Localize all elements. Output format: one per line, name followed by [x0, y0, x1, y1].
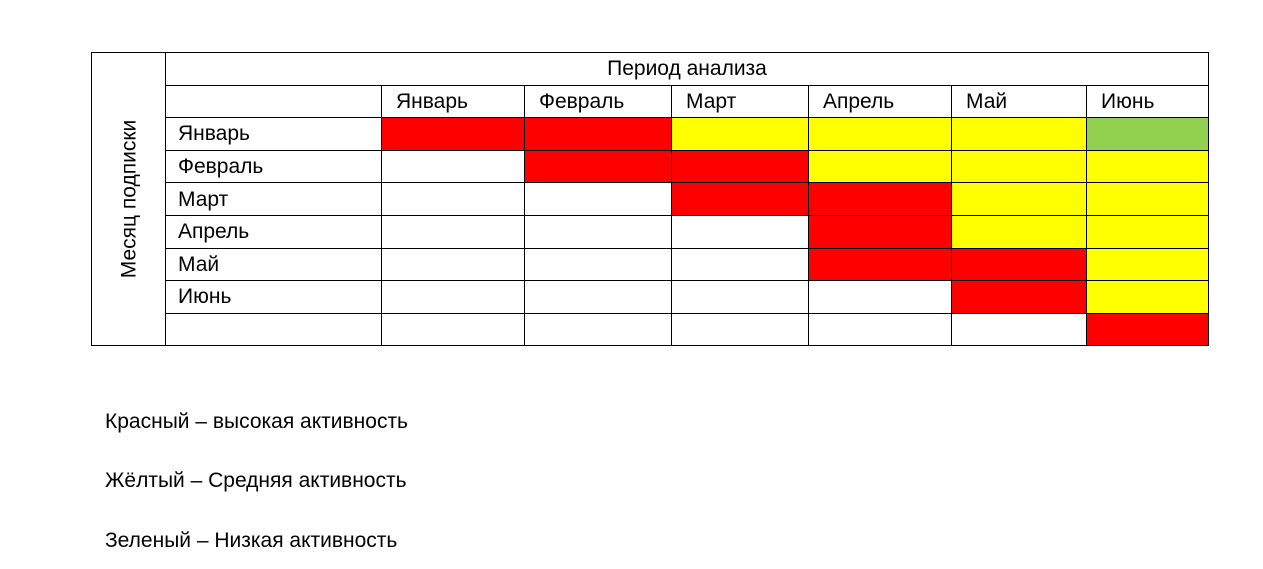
- activity-cell-high: [808, 247, 952, 282]
- activity-cell-medium: [951, 149, 1087, 184]
- activity-cell-none: [381, 312, 525, 347]
- activity-cell-high: [524, 149, 672, 184]
- period-column-header: Февраль: [524, 84, 672, 119]
- period-column-header: Июнь: [1086, 84, 1209, 119]
- activity-cell-none: [524, 247, 672, 282]
- activity-cell-high: [951, 280, 1087, 314]
- period-header-row: Январь Февраль Март Апрель Май Июнь: [92, 84, 1209, 119]
- cohort-row-label: Май: [165, 247, 382, 282]
- activity-cell-medium: [1086, 247, 1209, 282]
- legend-high: Красный – высокая активность: [105, 410, 409, 433]
- activity-cell-high: [951, 247, 1087, 282]
- period-column-header: Май: [951, 84, 1087, 119]
- legend-medium: Жёлтый – Средняя активность: [105, 469, 407, 492]
- activity-cell-medium: [1086, 182, 1209, 216]
- activity-cell-low: [1086, 117, 1209, 151]
- subscription-month-axis: Месяц подписки: [91, 51, 166, 347]
- activity-cell-none: [671, 247, 809, 282]
- subscription-month-label: Месяц подписки: [117, 119, 140, 279]
- period-column-header: Апрель: [808, 84, 952, 119]
- period-column-header: Март: [671, 84, 809, 119]
- activity-cell-none: [671, 280, 809, 314]
- activity-cell-none: [381, 280, 525, 314]
- activity-cell-medium: [808, 117, 952, 151]
- activity-cell-none: [524, 312, 672, 347]
- cohort-row-label: Январь: [165, 117, 382, 151]
- activity-cell-none: [381, 247, 525, 282]
- period-column-header: Январь: [381, 84, 525, 119]
- activity-cell-none: [381, 214, 525, 249]
- corner-cell: [165, 84, 382, 119]
- cohort-row: Май: [92, 247, 1209, 282]
- activity-cell-none: [671, 214, 809, 249]
- activity-cell-high: [381, 117, 525, 151]
- activity-cell-none: [808, 280, 952, 314]
- title-row: Месяц подписки Период анализа: [91, 51, 1209, 347]
- activity-cell-medium: [1086, 214, 1209, 249]
- analysis-period-title: Период анализа: [165, 52, 1209, 86]
- activity-cell-none: [951, 312, 1087, 347]
- cohort-row-label: Июнь: [165, 280, 382, 314]
- activity-cell-medium: [808, 149, 952, 184]
- cohort-row-label: Февраль: [165, 149, 382, 184]
- activity-cell-none: [524, 182, 672, 216]
- activity-cell-none: [671, 312, 809, 347]
- activity-cell-none: [381, 182, 525, 216]
- activity-cell-none: [524, 214, 672, 249]
- cohort-activity-table: Месяц подписки Период анализа Январь Февр…: [91, 51, 1209, 347]
- activity-cell-medium: [951, 182, 1087, 216]
- cohort-row: Апрель: [92, 214, 1209, 249]
- cohort-row: Февраль: [92, 149, 1209, 184]
- activity-cell-medium: [1086, 149, 1209, 184]
- activity-cell-medium: [951, 214, 1087, 249]
- cohort-row: Июнь: [92, 280, 1209, 314]
- cohort-row-label: Апрель: [165, 214, 382, 249]
- activity-cell-high: [524, 117, 672, 151]
- cohort-row: Январь: [92, 117, 1209, 151]
- activity-cell-high: [808, 214, 952, 249]
- activity-cell-medium: [1086, 280, 1209, 314]
- activity-cell-high: [1086, 312, 1209, 347]
- activity-cell-none: [381, 149, 525, 184]
- activity-cell-medium: [671, 117, 809, 151]
- activity-cell-high: [671, 182, 809, 216]
- activity-cell-medium: [951, 117, 1087, 151]
- activity-cell-none: [808, 312, 952, 347]
- cohort-row: [92, 312, 1209, 347]
- cohort-row-label: Март: [165, 182, 382, 216]
- activity-cell-high: [808, 182, 952, 216]
- legend-low: Зеленый – Низкая активность: [105, 529, 398, 552]
- activity-cell-none: [524, 280, 672, 314]
- cohort-row: Март: [92, 182, 1209, 216]
- cohort-row-label: [165, 312, 382, 347]
- activity-cell-high: [671, 149, 809, 184]
